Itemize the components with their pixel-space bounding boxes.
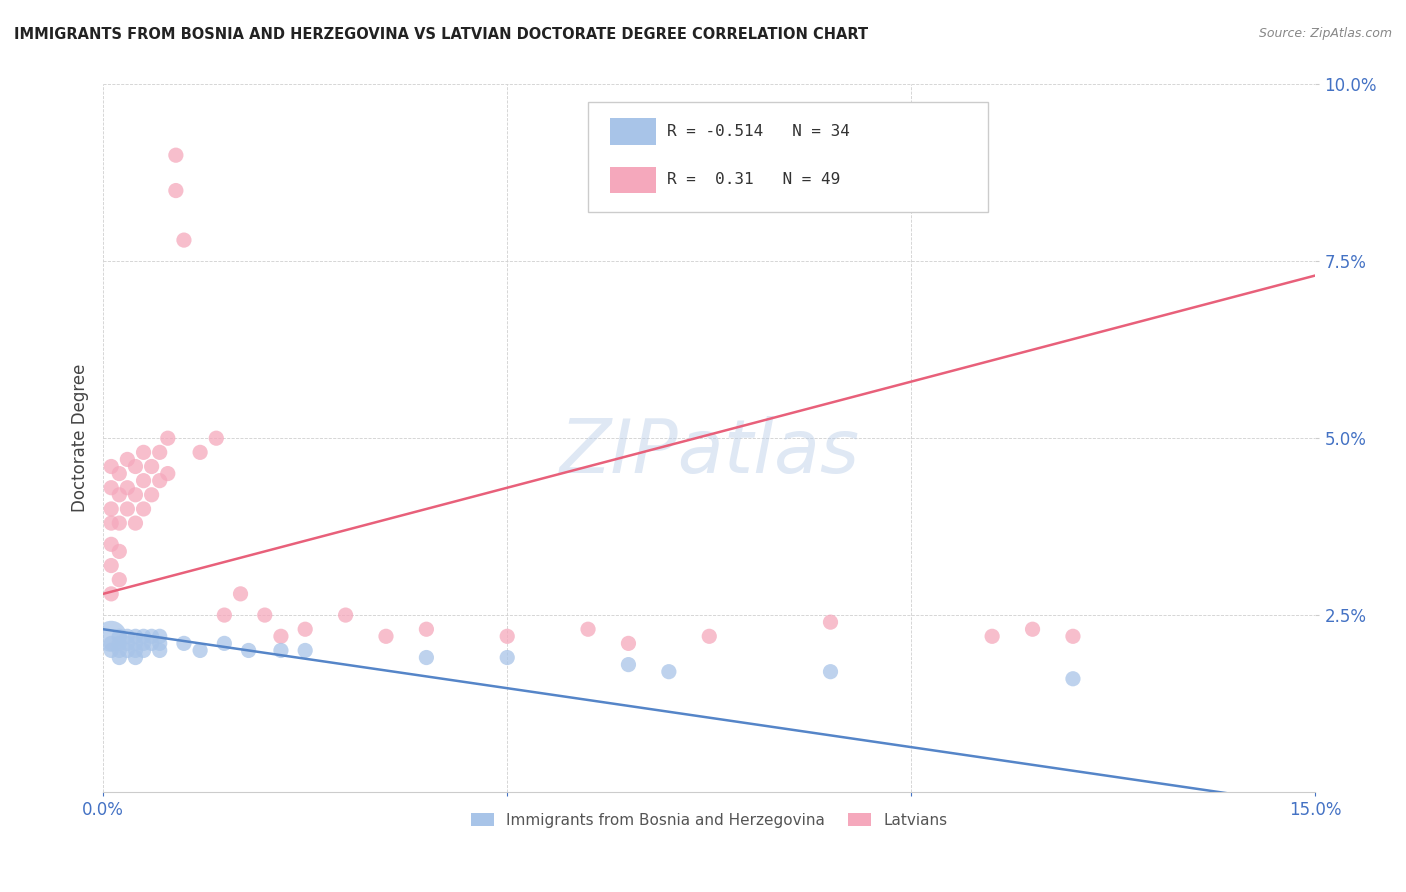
Point [156, 431, 179, 445]
Point [117, 502, 139, 516]
Point [375, 629, 398, 643]
Point [214, 608, 236, 623]
Point [117, 636, 139, 650]
Bar [610, 167, 657, 194]
Point [415, 622, 437, 636]
Point [149, 643, 172, 657]
Point [100, 537, 122, 551]
Point [156, 467, 179, 481]
Point [124, 636, 146, 650]
Point [270, 643, 292, 657]
Point [576, 622, 599, 636]
Point [294, 622, 316, 636]
Point [617, 657, 640, 672]
Point [900, 112, 922, 127]
Point [108, 516, 131, 530]
Point [165, 184, 187, 198]
Text: R =  0.31   N = 49: R = 0.31 N = 49 [666, 172, 841, 187]
Point [658, 665, 681, 679]
Point [214, 636, 236, 650]
Point [108, 544, 131, 558]
Point [141, 488, 163, 502]
Point [100, 643, 122, 657]
Point [335, 608, 357, 623]
Point [117, 481, 139, 495]
Point [124, 643, 146, 657]
Point [238, 643, 260, 657]
Point [132, 636, 155, 650]
Point [149, 636, 172, 650]
Text: R = -0.514   N = 34: R = -0.514 N = 34 [666, 124, 849, 139]
Point [188, 445, 211, 459]
Point [981, 629, 1004, 643]
Point [108, 636, 131, 650]
Point [124, 650, 146, 665]
Point [100, 516, 122, 530]
Point [173, 233, 195, 247]
Legend: Immigrants from Bosnia and Herzegovina, Latvians: Immigrants from Bosnia and Herzegovina, … [465, 806, 953, 834]
Text: Source: ZipAtlas.com: Source: ZipAtlas.com [1258, 27, 1392, 40]
Point [108, 488, 131, 502]
Point [820, 615, 842, 629]
Point [100, 481, 122, 495]
Point [132, 474, 155, 488]
Point [108, 629, 131, 643]
Point [1062, 629, 1084, 643]
Point [132, 445, 155, 459]
Point [1062, 672, 1084, 686]
Point [108, 643, 131, 657]
Text: IMMIGRANTS FROM BOSNIA AND HERZEGOVINA VS LATVIAN DOCTORATE DEGREE CORRELATION C: IMMIGRANTS FROM BOSNIA AND HERZEGOVINA V… [14, 27, 868, 42]
Point [496, 650, 519, 665]
Point [124, 629, 146, 643]
Point [100, 587, 122, 601]
Text: ZIPatlas: ZIPatlas [560, 417, 859, 488]
Bar [610, 119, 657, 145]
Point [108, 573, 131, 587]
Point [124, 516, 146, 530]
Point [141, 636, 163, 650]
Point [141, 459, 163, 474]
Point [132, 629, 155, 643]
Point [132, 502, 155, 516]
Point [253, 608, 276, 623]
Point [108, 467, 131, 481]
Point [124, 459, 146, 474]
Point [149, 629, 172, 643]
Point [124, 488, 146, 502]
Point [141, 629, 163, 643]
Point [117, 643, 139, 657]
Point [820, 665, 842, 679]
Point [100, 502, 122, 516]
Point [496, 629, 519, 643]
Point [149, 445, 172, 459]
FancyBboxPatch shape [588, 102, 988, 211]
Point [697, 629, 720, 643]
Point [108, 650, 131, 665]
Point [117, 452, 139, 467]
Point [415, 650, 437, 665]
Point [1021, 622, 1043, 636]
Point [270, 629, 292, 643]
Point [165, 148, 187, 162]
Y-axis label: Doctorate Degree: Doctorate Degree [72, 364, 89, 512]
Point [188, 643, 211, 657]
Point [149, 474, 172, 488]
Point [100, 558, 122, 573]
Point [294, 643, 316, 657]
Point [100, 629, 122, 643]
Point [100, 459, 122, 474]
Point [132, 643, 155, 657]
Point [229, 587, 252, 601]
Point [173, 636, 195, 650]
Point [117, 629, 139, 643]
Point [100, 636, 122, 650]
Point [205, 431, 228, 445]
Point [617, 636, 640, 650]
